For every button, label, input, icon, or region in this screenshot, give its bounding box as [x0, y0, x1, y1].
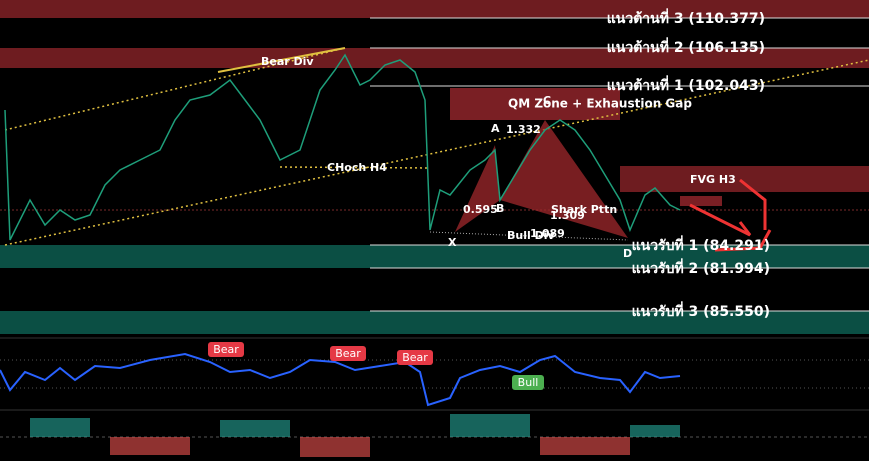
- point-label: X: [448, 236, 457, 249]
- resistance-zone: [0, 0, 869, 18]
- annotation: CHoch H4: [327, 161, 387, 174]
- badge: [330, 346, 366, 361]
- channel: [4, 47, 869, 246]
- qm-zone: [450, 88, 620, 120]
- level-lines: [370, 17, 869, 312]
- price: [4, 53, 681, 241]
- badge: [208, 342, 244, 357]
- ratio-label: 1.309: [550, 209, 585, 222]
- annotation: Shark Pttn: [551, 203, 617, 216]
- indicator-line: [0, 352, 681, 407]
- level-label: แนวรับที่ 2 (81.994): [632, 258, 770, 277]
- badge: [397, 350, 433, 365]
- fvg-zone: [620, 166, 869, 192]
- support-zone: [0, 245, 869, 268]
- ratio-label: 0.595: [463, 203, 498, 216]
- badge-label: Bull: [518, 376, 539, 389]
- badge-label: Bear: [213, 343, 239, 356]
- zone-label: QM Zone + Exhaustion Gap: [508, 97, 692, 111]
- bull-div-line: [429, 231, 629, 241]
- bear-div-line: [217, 47, 346, 73]
- zone-label: FVG H3: [690, 173, 736, 186]
- ratio-label: 1.089: [530, 227, 565, 240]
- indicator-grid: [0, 359, 869, 389]
- point-label: D: [623, 247, 632, 260]
- annotation: Bear Div: [261, 55, 314, 68]
- support-zone: [0, 311, 869, 334]
- annotation: Bull Div: [507, 229, 555, 242]
- point-label: B: [496, 202, 504, 215]
- badge: [512, 375, 544, 390]
- level-label: แนวต้านที่ 2 (106.135): [607, 37, 765, 56]
- level-label: แนวต้านที่ 1 (102.043): [607, 75, 765, 94]
- ratio-label: 1.332: [506, 123, 541, 136]
- arrows: [689, 178, 772, 252]
- level-label: แนวรับที่ 3 (85.550): [632, 301, 770, 320]
- point-label: C: [543, 94, 551, 107]
- resistance-zone: [0, 48, 869, 68]
- harmonic-leg: [455, 145, 500, 232]
- point-label: A: [491, 122, 500, 135]
- level-label: แนวรับที่ 1 (84.291): [632, 235, 770, 254]
- level-label: แนวต้านที่ 3 (110.377): [607, 8, 765, 27]
- histogram: [30, 414, 680, 457]
- harmonic-leg: [500, 120, 628, 238]
- fvg-zone: [680, 196, 722, 206]
- badge-label: Bear: [335, 347, 361, 360]
- badge-label: Bear: [402, 351, 428, 364]
